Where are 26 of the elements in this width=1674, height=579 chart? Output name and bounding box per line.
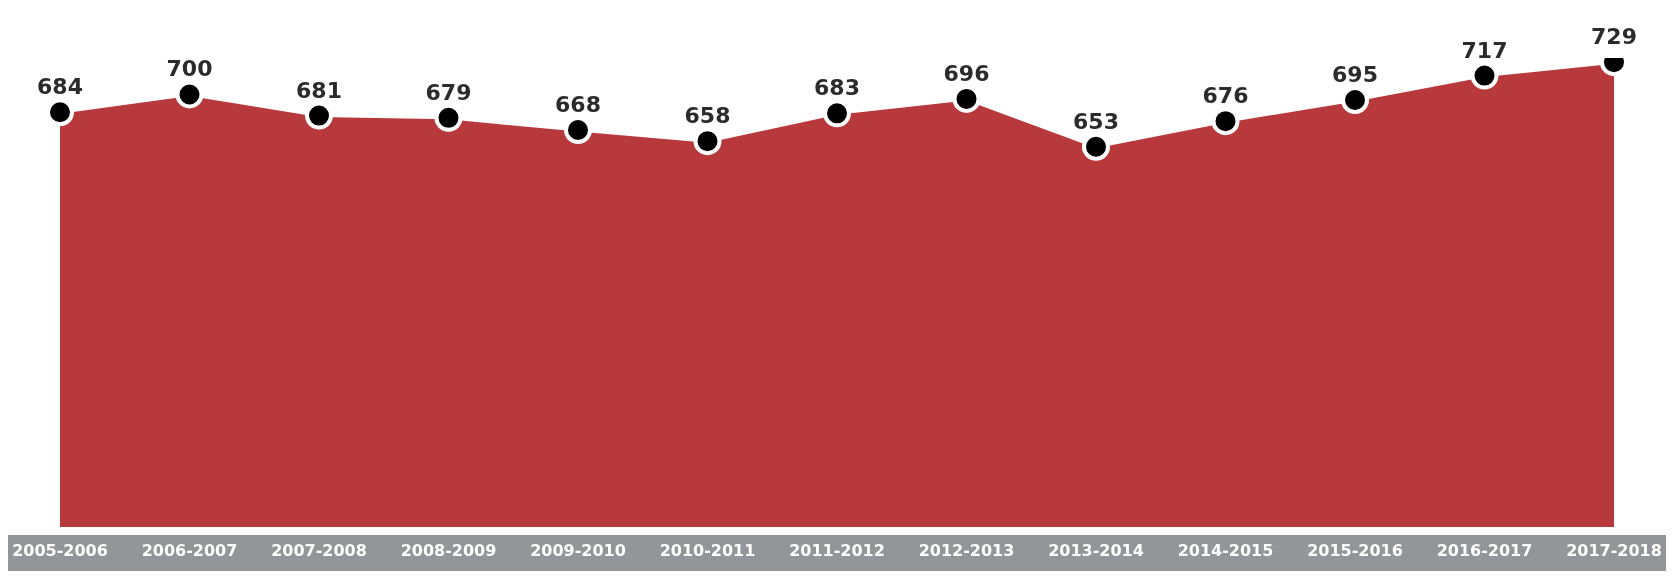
data-label: 696 bbox=[943, 60, 990, 86]
data-label: 668 bbox=[555, 92, 601, 118]
x-tick-label: 2008-2009 bbox=[400, 541, 497, 561]
x-tick-label: 2006-2007 bbox=[141, 541, 238, 561]
x-tick-label: 2012-2013 bbox=[918, 541, 1015, 561]
data-label: 653 bbox=[1073, 108, 1119, 134]
x-tick-label: 2016-2017 bbox=[1436, 541, 1533, 561]
x-tick-label: 2010-2011 bbox=[659, 541, 756, 561]
data-label: 681 bbox=[296, 77, 342, 103]
data-label: 717 bbox=[1461, 37, 1508, 63]
data-label: 679 bbox=[425, 79, 472, 105]
data-label: 684 bbox=[37, 74, 83, 100]
data-label: 695 bbox=[1332, 62, 1378, 88]
x-tick-label: 2017-2018 bbox=[1566, 541, 1662, 561]
data-label: 729 bbox=[1591, 24, 1637, 50]
x-tick-label: 2015-2016 bbox=[1307, 541, 1403, 561]
data-label: 676 bbox=[1202, 83, 1249, 109]
x-tick-label: 2014-2015 bbox=[1177, 541, 1274, 561]
x-tick-label: 2005-2006 bbox=[12, 541, 108, 561]
x-tick-label: 2009-2010 bbox=[530, 541, 626, 561]
x-tick-label: 2011-2012 bbox=[789, 541, 885, 561]
x-tick-label: 2007-2008 bbox=[271, 541, 367, 561]
data-label: 658 bbox=[684, 103, 731, 129]
data-label: 683 bbox=[814, 75, 860, 101]
data-label: 700 bbox=[166, 56, 213, 82]
x-tick-label: 2013-2014 bbox=[1048, 541, 1144, 561]
